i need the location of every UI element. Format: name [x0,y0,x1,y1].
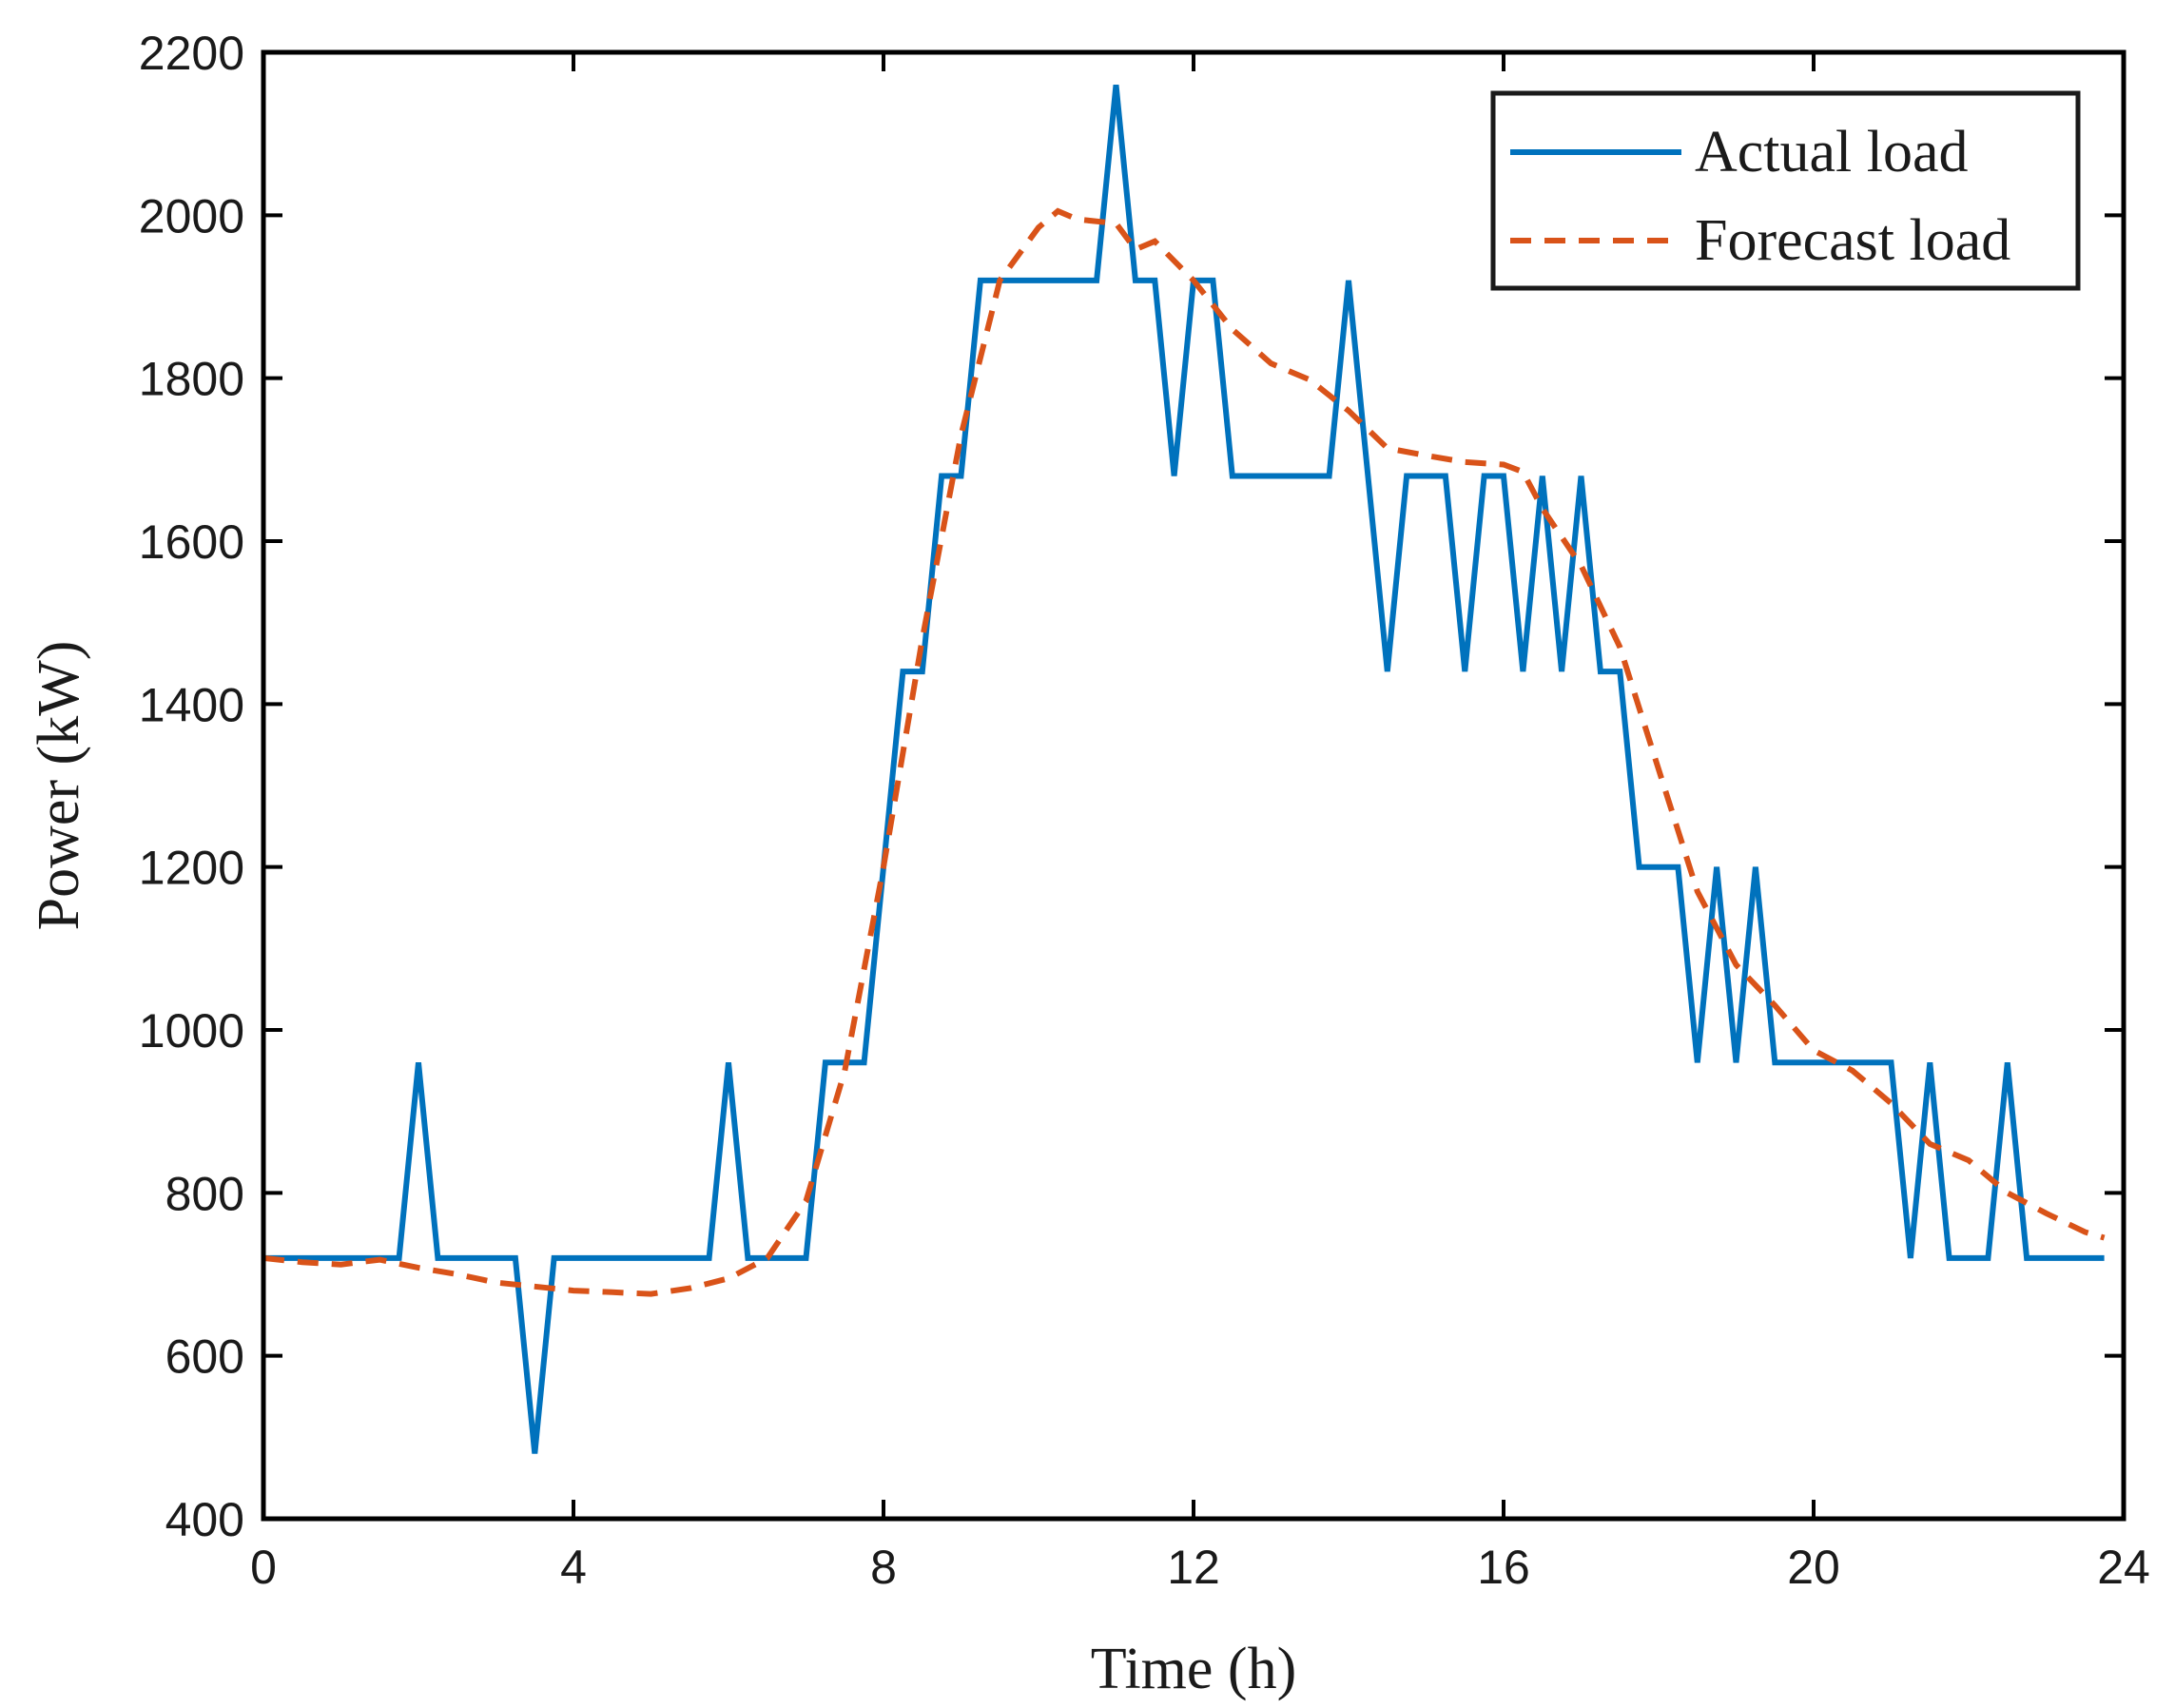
x-tick-label: 4 [560,1541,587,1594]
legend-label-actual-load: Actual load [1695,120,1969,184]
legend-box [1490,90,2081,291]
x-axis-label: Time (h) [1091,1637,1296,1701]
legend: Actual load Forecast load [1490,90,2081,291]
y-tick-label: 2200 [139,27,244,80]
y-tick-label: 600 [165,1330,244,1384]
x-tick-label: 16 [1477,1541,1530,1594]
x-tick-label: 20 [1787,1541,1840,1594]
x-axis-ticks: 0 4 8 12 16 20 24 [250,52,2150,1594]
y-tick-label: 1800 [139,353,244,406]
y-axis-label: Power (kW) [27,641,91,931]
x-tick-label: 24 [2097,1541,2150,1594]
y-axis-ticks: 400 600 800 1000 1200 1400 1600 1800 2000 2200 [139,27,2124,1546]
y-tick-label: 2000 [139,189,244,243]
x-tick-label: 8 [870,1541,897,1594]
y-tick-label: 800 [165,1167,244,1220]
x-tick-label: 12 [1167,1541,1220,1594]
x-tick-label: 0 [250,1541,277,1594]
y-tick-label: 400 [165,1493,244,1546]
series-line-forecast-load [262,207,2106,1297]
legend-label-forecast-load: Forecast load [1695,208,2010,273]
y-tick-label: 1200 [139,842,244,895]
plot-series [262,85,2106,1454]
y-tick-label: 1600 [139,515,244,569]
y-tick-label: 1000 [139,1004,244,1058]
y-tick-label: 1400 [139,678,244,731]
